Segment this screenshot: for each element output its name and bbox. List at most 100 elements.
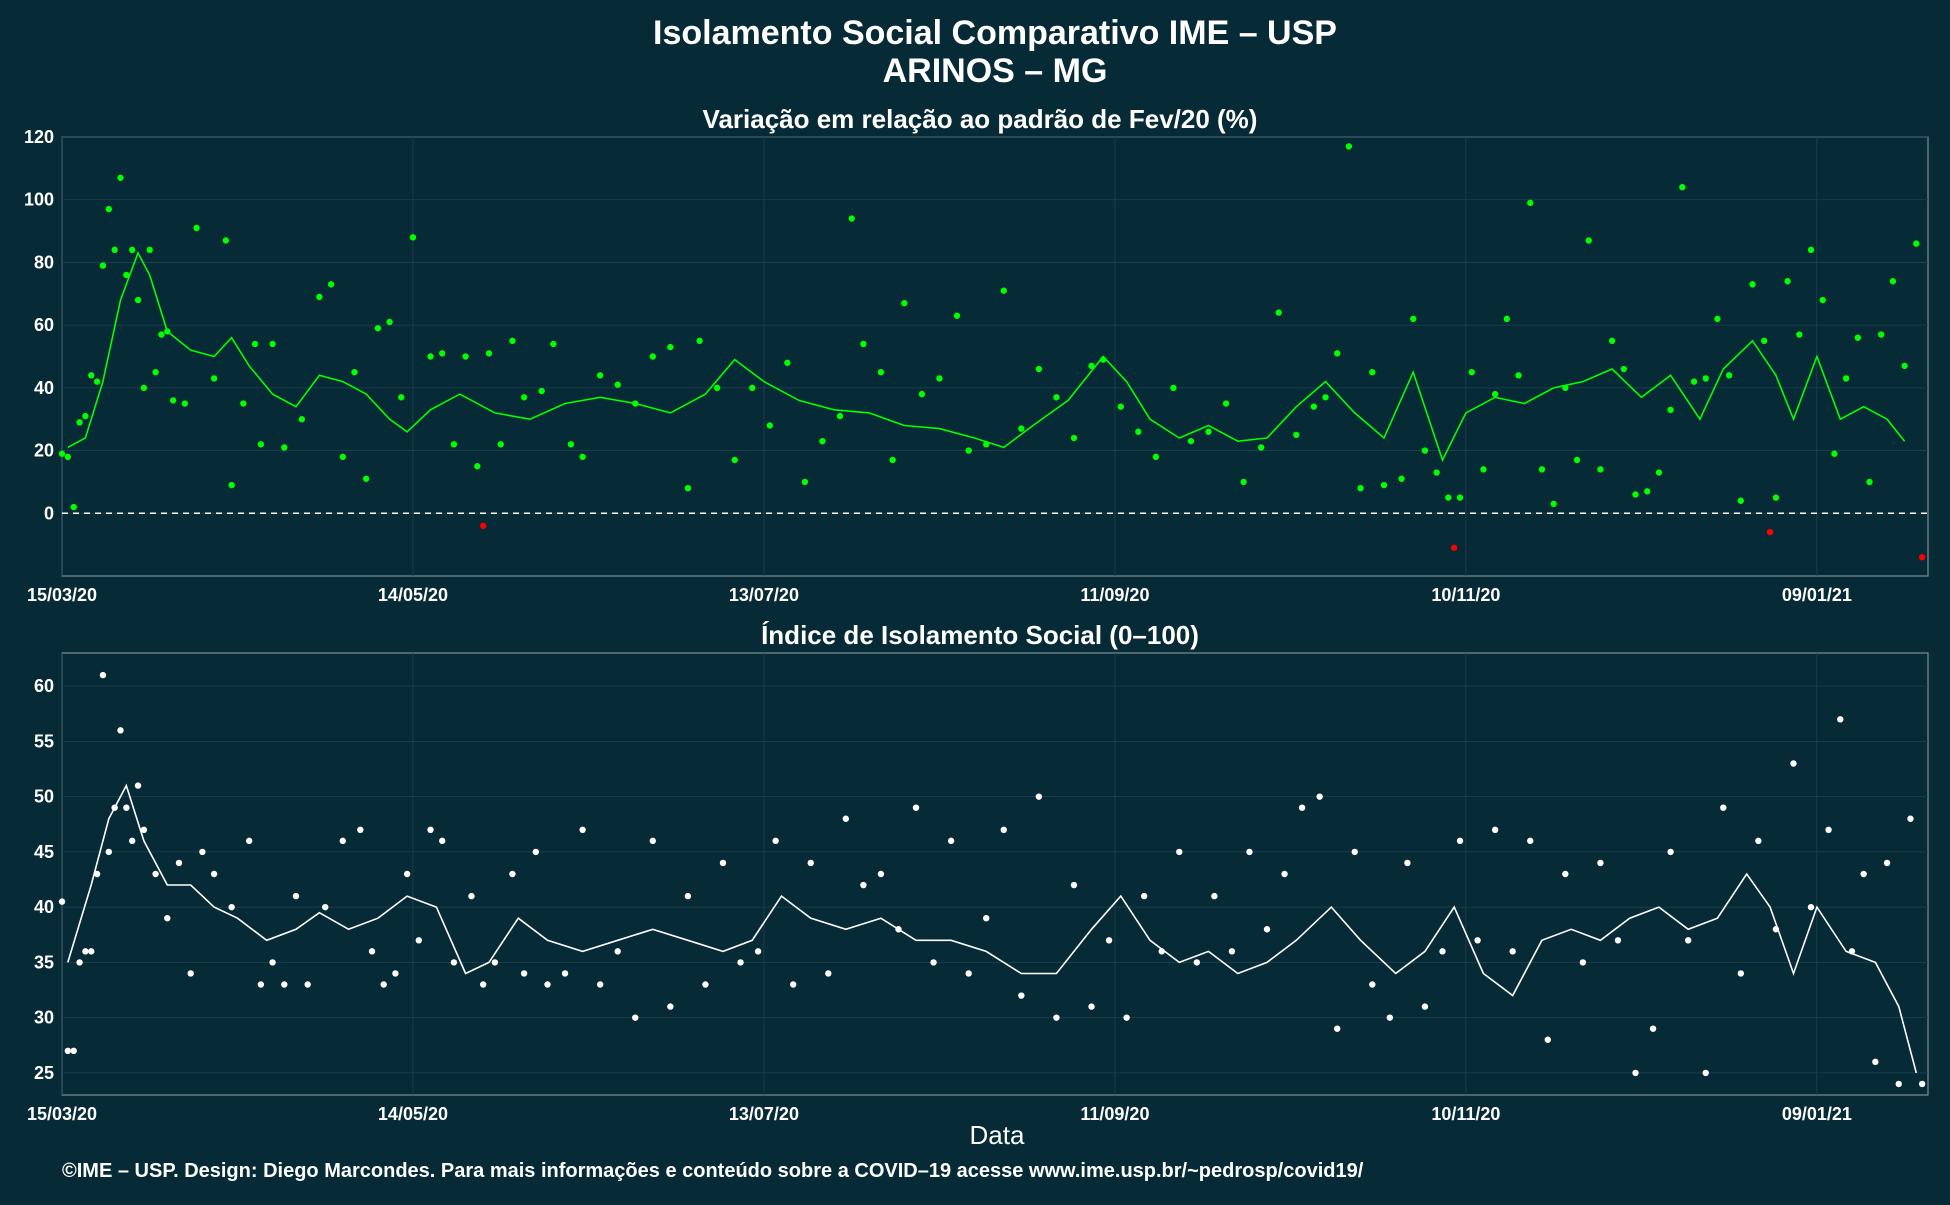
data-point-positive [1620,365,1628,373]
data-point-positive [152,368,159,376]
data-point-positive [901,299,908,307]
data-point-positive [1369,368,1376,376]
data-point-positive [181,400,189,407]
data-point [1720,804,1727,811]
data-point-positive [1784,278,1791,285]
y-tick-label: 80 [34,252,54,272]
data-point-positive [520,394,528,401]
data-point [1193,959,1201,966]
data-point-positive [696,337,703,345]
data-point [304,981,311,988]
data-point [1228,948,1236,955]
data-point-positive [1035,365,1043,373]
data-point-positive [1831,450,1838,457]
data-point [930,959,937,966]
data-point-positive [158,331,165,338]
data-point-positive [1152,453,1160,461]
data-point [895,926,902,933]
data-point-positive [1889,278,1897,285]
top-panel: 0 20 40 60 80 100 120 15/03/20 14/05/20 13/07/20 1… [24,127,1929,605]
data-point [579,826,586,833]
x-tick-label: 10/11/20 [1431,1104,1500,1124]
data-point-positive [1345,143,1353,150]
data-point-positive [1322,394,1329,401]
data-point [737,959,744,966]
data-point [1544,1036,1551,1043]
data-point-positive [140,384,148,392]
data-point [1491,826,1499,833]
data-point [175,859,183,867]
data-point-positive [1000,287,1007,294]
plot-area [61,652,1929,1096]
data-point [479,981,487,988]
data-point-positive [474,463,481,470]
data-point [58,898,66,905]
data-point-positive [1761,337,1768,345]
data-point [509,870,516,878]
data-point-positive [1240,478,1247,486]
data-point-positive [1796,331,1803,338]
data-point [64,1047,72,1055]
data-point-positive [1913,240,1920,247]
data-point-positive [836,412,844,420]
data-point [1369,981,1376,988]
data-point-positive [409,234,417,241]
x-tick-label: 10/11/20 [1431,585,1500,605]
data-point-positive [1690,378,1698,385]
data-point [1351,848,1358,856]
y-tick-label: 0 [44,503,54,523]
data-point [281,981,288,988]
data-point [134,782,142,789]
data-point-positive [105,205,112,213]
data-point [1176,848,1183,856]
data-point [210,870,218,878]
data-point [199,848,206,856]
data-point [719,859,727,867]
data-point [368,948,376,955]
data-point-positive [339,453,346,461]
data-point [772,837,779,845]
data-point [1527,837,1534,845]
data-point [1848,948,1856,955]
data-point-positive [1608,337,1616,345]
data-point-positive [1527,199,1534,207]
data-point [491,959,499,966]
data-point [1755,837,1762,845]
data-point [596,981,604,988]
data-point-positive [1257,444,1265,451]
x-tick-label: 09/01/21 [1782,1104,1852,1124]
data-point [1053,1014,1060,1021]
data-point-positive [1503,315,1511,323]
data-point [357,826,364,833]
data-point [1614,937,1622,944]
data-point [877,870,885,878]
data-point [1702,1069,1709,1077]
data-point-positive [117,174,124,181]
x-tick-label: 13/07/20 [729,585,799,605]
data-point-positive [1772,494,1780,501]
data-point-positive [1632,491,1639,498]
data-point-positive [462,353,469,360]
data-point-positive [1135,428,1142,435]
data-point-positive [684,485,692,492]
data-point [965,970,972,977]
data-point-positive [257,441,265,448]
data-point [111,804,118,811]
data-point-positive [1398,475,1405,482]
data-point-negative [479,522,487,530]
data-point-positive [1205,428,1212,435]
data-point [1649,1025,1657,1032]
data-point-positive [386,318,393,326]
y-tick-label: 40 [34,378,54,398]
data-point [1088,1003,1095,1010]
data-point [1872,1058,1879,1066]
data-point-positive [1644,488,1651,495]
data-point [1456,837,1464,845]
data-point [1035,793,1043,800]
data-point [292,892,300,900]
data-point [380,981,387,988]
data-point-positive [965,447,972,454]
data-point-positive [134,296,142,304]
data-point-positive [1866,478,1873,486]
data-point-positive [1878,331,1885,338]
